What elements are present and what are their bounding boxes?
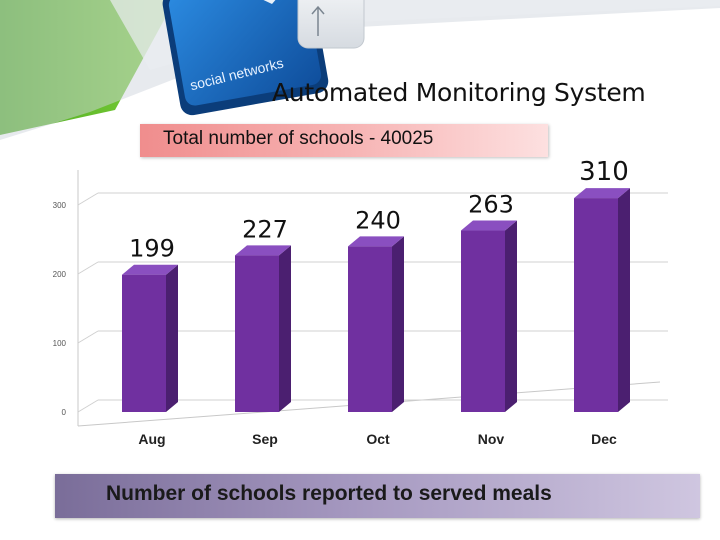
header-banner-graphic: social networks <box>0 0 720 140</box>
gridline-diagonal <box>77 399 99 413</box>
bar-top <box>461 220 517 231</box>
bar-top <box>122 264 178 275</box>
bar-side <box>166 264 178 412</box>
x-tick-label: Sep <box>252 431 278 447</box>
data-label: 227 <box>242 215 288 243</box>
bar-chart: 0 100 200 300 Aug Sep Oct Nov Dec 199 227 240 263 3… <box>53 157 668 447</box>
bar-nov <box>461 230 505 412</box>
chart-y-ticks: 0 100 200 300 <box>53 201 67 417</box>
data-label: 310 <box>579 157 629 187</box>
bar-side <box>392 236 404 412</box>
bar-sep <box>235 255 279 412</box>
data-label: 199 <box>129 235 175 263</box>
cursor-arrow-icon <box>297 0 365 49</box>
x-tick-label: Aug <box>138 431 165 447</box>
bar-side <box>618 188 630 412</box>
data-label: 240 <box>355 206 401 234</box>
bar-aug <box>122 274 166 412</box>
y-tick-label: 300 <box>53 201 67 210</box>
bar-side <box>505 220 517 412</box>
chart-data-labels: 199 227 240 263 310 <box>129 157 629 263</box>
gridline-diagonal <box>77 330 99 344</box>
y-tick-label: 0 <box>62 408 67 417</box>
gridline-diagonal <box>77 192 99 206</box>
total-schools-label: Total number of schools - 40025 <box>163 128 434 149</box>
x-tick-label: Nov <box>478 431 505 447</box>
keyboard-key-icon: social networks <box>162 0 329 116</box>
bar-top <box>574 188 630 199</box>
bar-dec <box>574 198 618 412</box>
bar-top <box>235 245 291 256</box>
bar-top <box>348 236 404 247</box>
chart-x-labels: Aug Sep Oct Nov Dec <box>138 431 617 447</box>
bar-oct <box>348 246 392 412</box>
chart-bars <box>122 188 630 412</box>
x-tick-label: Dec <box>591 431 617 447</box>
bar-side <box>279 245 291 412</box>
gridline-diagonal <box>77 261 99 275</box>
total-schools-banner <box>140 124 548 157</box>
page-title: Automated Monitoring System <box>272 78 646 107</box>
chart-caption: Number of schools reported to served mea… <box>106 482 552 505</box>
data-label: 263 <box>468 191 514 219</box>
caption-banner <box>55 474 700 518</box>
y-tick-label: 100 <box>53 339 67 348</box>
x-tick-label: Oct <box>366 431 390 447</box>
y-tick-label: 200 <box>53 270 67 279</box>
